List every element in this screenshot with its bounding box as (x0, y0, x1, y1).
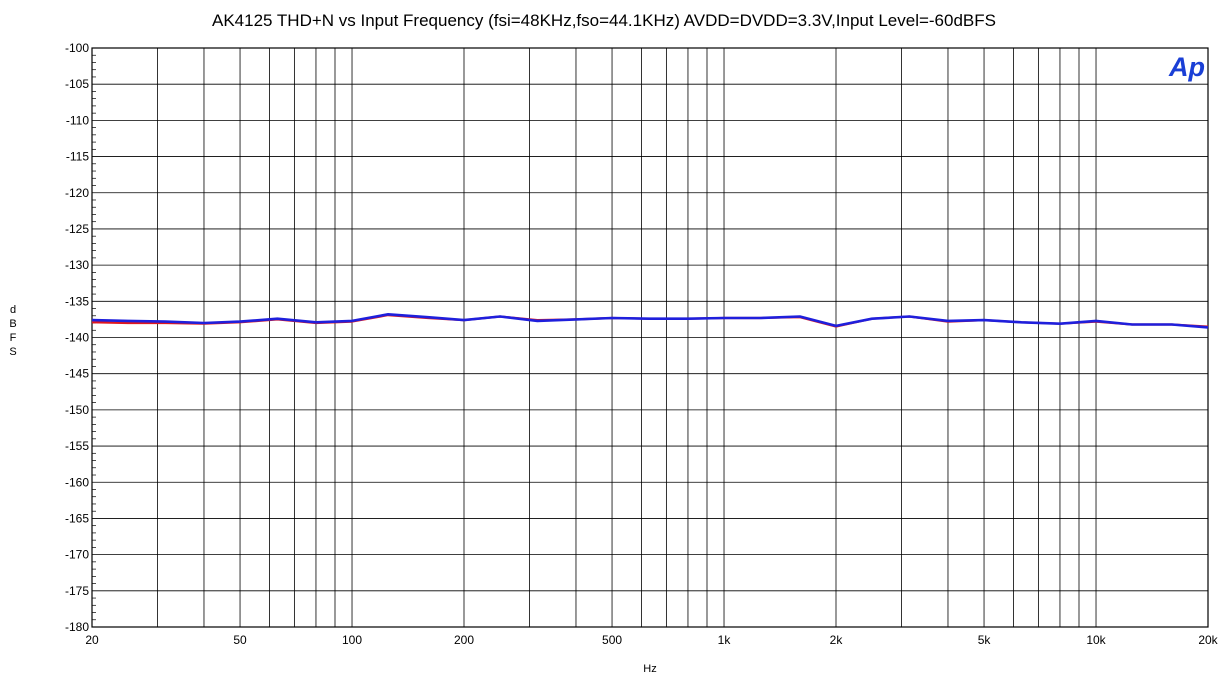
y-tick-label: -100 (65, 41, 89, 55)
x-tick-label: 50 (233, 633, 247, 647)
minor-ticks (92, 54, 96, 621)
y-axis-label-char: d (10, 304, 16, 316)
y-tick-label: -150 (65, 403, 89, 417)
y-tick-label: -135 (65, 294, 89, 308)
y-axis-label-char: B (9, 318, 16, 330)
series-group (91, 312, 1209, 329)
y-axis-label-char: S (9, 346, 16, 358)
x-tick-label: 100 (342, 633, 362, 647)
x-tick-label: 1k (718, 633, 732, 647)
y-tick-label: -155 (65, 439, 89, 453)
y-tick-label: -170 (65, 548, 89, 562)
y-axis-label-char: F (10, 332, 17, 344)
x-tick-label: 20k (1198, 633, 1218, 647)
y-tick-label: -160 (65, 475, 89, 489)
x-tick-label: 20 (85, 633, 99, 647)
y-tick-label: -120 (65, 186, 89, 200)
y-tick-label: -130 (65, 258, 89, 272)
x-tick-labels: 20 50 100 200 500 1k 2k 5k 10k 20k (85, 633, 1218, 647)
y-tick-label: -140 (65, 331, 89, 345)
y-tick-label: -145 (65, 367, 89, 381)
y-tick-label: -175 (65, 584, 89, 598)
y-tick-label: -125 (65, 222, 89, 236)
series-line-2 (91, 312, 1209, 329)
x-tick-label: 10k (1086, 633, 1106, 647)
y-tick-label: -115 (66, 150, 89, 164)
y-tick-label: -110 (66, 113, 89, 127)
x-tick-label: 2k (830, 633, 844, 647)
y-axis-label: dBFS (9, 304, 16, 358)
grid-lines (91, 47, 1209, 628)
x-tick-label: 500 (602, 633, 622, 647)
chart-title: AK4125 THD+N vs Input Frequency (fsi=48K… (212, 11, 996, 30)
ap-logo: Ap (1168, 52, 1205, 82)
x-tick-label: 5k (978, 633, 992, 647)
x-axis-label: Hz (643, 663, 656, 675)
y-tick-labels: -100 -105 -110 -115 -120 -125 -130 -135 -140 -145… (65, 41, 89, 634)
plot-frame (91, 47, 1209, 628)
x-tick-label: 200 (454, 633, 474, 647)
y-tick-label: -180 (65, 620, 89, 634)
y-tick-label: -105 (65, 77, 89, 91)
y-tick-label: -165 (65, 511, 89, 525)
